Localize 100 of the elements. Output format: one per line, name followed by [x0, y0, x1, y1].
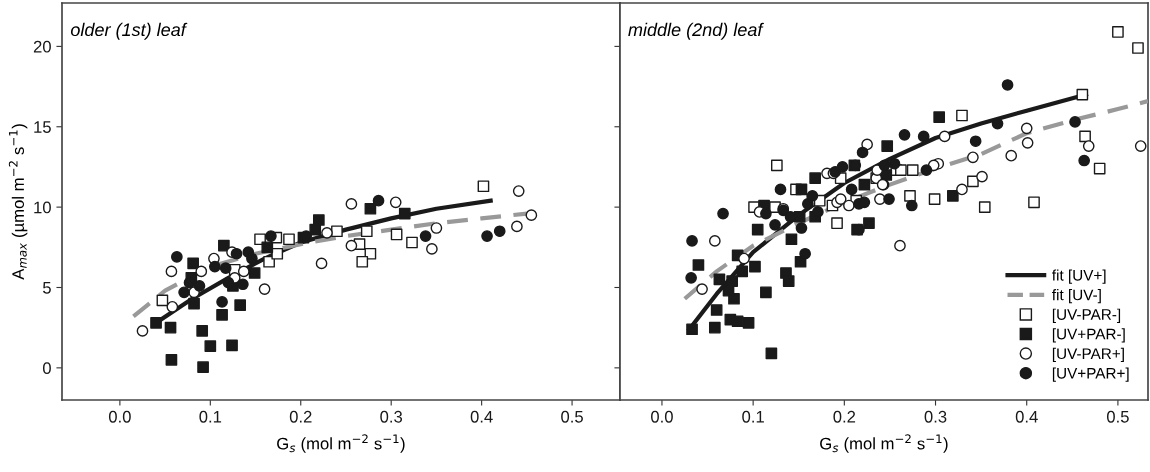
point — [193, 280, 206, 292]
point — [164, 321, 177, 334]
point — [956, 109, 968, 122]
point — [751, 223, 764, 236]
point — [736, 265, 749, 278]
point — [356, 255, 369, 268]
x-tick-label: 0.3 — [380, 410, 403, 423]
point — [312, 214, 325, 226]
point — [878, 159, 891, 172]
point — [216, 308, 228, 321]
point — [237, 265, 250, 278]
point — [364, 202, 377, 215]
point — [389, 196, 402, 209]
point — [1069, 116, 1081, 128]
point — [686, 235, 698, 247]
x-axis-title: G$_{s}$ (mol m$^{−2}$ s$^{−1}$) — [820, 434, 948, 453]
point — [713, 273, 726, 286]
point — [196, 325, 209, 337]
point — [430, 222, 443, 234]
point — [208, 260, 221, 273]
point — [283, 233, 295, 246]
point — [246, 252, 258, 265]
y-axis-title: A$_{max}$ (µmol m$^{−2}$ s$^{−1}$) — [8, 124, 28, 280]
x-tick-label: 0.1 — [199, 410, 222, 423]
point — [836, 161, 849, 173]
point — [197, 361, 209, 374]
point — [222, 276, 235, 289]
point — [226, 339, 238, 352]
point — [1021, 136, 1034, 149]
point — [831, 217, 843, 230]
point — [856, 146, 869, 159]
x-tick-label: 0.0 — [651, 410, 673, 423]
point — [315, 257, 328, 270]
point — [812, 206, 824, 218]
point — [905, 199, 918, 212]
point — [511, 220, 523, 233]
point — [731, 315, 744, 328]
legend-label: [UV-PAR-] — [1052, 308, 1121, 323]
x-tick-label: 0.1 — [742, 410, 764, 423]
point — [234, 299, 247, 312]
point — [726, 275, 739, 287]
point — [1132, 42, 1144, 54]
point — [845, 183, 858, 196]
point — [150, 317, 162, 329]
point — [321, 226, 333, 239]
point — [493, 225, 506, 238]
y-tick-label: 0 — [42, 362, 51, 375]
point — [708, 321, 721, 334]
y-tick-label: 10 — [34, 201, 51, 214]
point — [806, 190, 819, 202]
point — [881, 140, 894, 152]
point — [967, 151, 979, 164]
point — [481, 230, 493, 242]
point — [477, 180, 490, 193]
point — [360, 225, 373, 238]
point — [710, 304, 723, 316]
point — [1078, 154, 1091, 167]
point — [261, 241, 274, 254]
legend-label: fit [UV-] — [1052, 289, 1101, 304]
point — [165, 265, 178, 278]
point — [1093, 162, 1106, 175]
text: middle (2nd) leaf — [628, 22, 764, 40]
legend-label: [UV+PAR-] — [1052, 328, 1125, 343]
point — [1112, 26, 1124, 38]
text: older (1st) leaf — [70, 22, 188, 40]
point — [785, 233, 798, 246]
point — [920, 164, 933, 177]
point — [1020, 122, 1033, 135]
point — [165, 353, 178, 366]
point — [717, 207, 729, 220]
legend-label: [UV-PAR+] — [1052, 347, 1124, 363]
legend-label: [UV+PAR+] — [1052, 367, 1129, 382]
x-tick-label: 0.5 — [561, 410, 583, 423]
y-tick-label: 15 — [34, 121, 51, 133]
point — [742, 317, 755, 329]
point — [917, 130, 930, 143]
point — [976, 170, 988, 183]
x-tick-label: 0.5 — [1106, 410, 1129, 423]
point — [906, 164, 919, 177]
point — [1079, 130, 1091, 143]
point — [345, 198, 358, 210]
point — [809, 172, 821, 185]
point — [1028, 196, 1040, 209]
point — [888, 157, 901, 170]
point — [765, 347, 778, 360]
point — [219, 262, 232, 275]
point — [258, 283, 271, 295]
point — [1076, 88, 1089, 101]
point — [799, 247, 811, 260]
point — [760, 207, 772, 220]
x-axis-title: G$_{s}$ (mol m$^{−2}$ s$^{−1}$) — [277, 434, 405, 453]
point — [858, 178, 871, 191]
point — [265, 230, 277, 242]
point — [898, 128, 911, 141]
point — [843, 199, 855, 212]
point — [883, 193, 895, 205]
point — [795, 222, 808, 234]
point — [204, 340, 217, 353]
x-tick-label: 0.0 — [108, 410, 131, 423]
point — [782, 275, 795, 287]
